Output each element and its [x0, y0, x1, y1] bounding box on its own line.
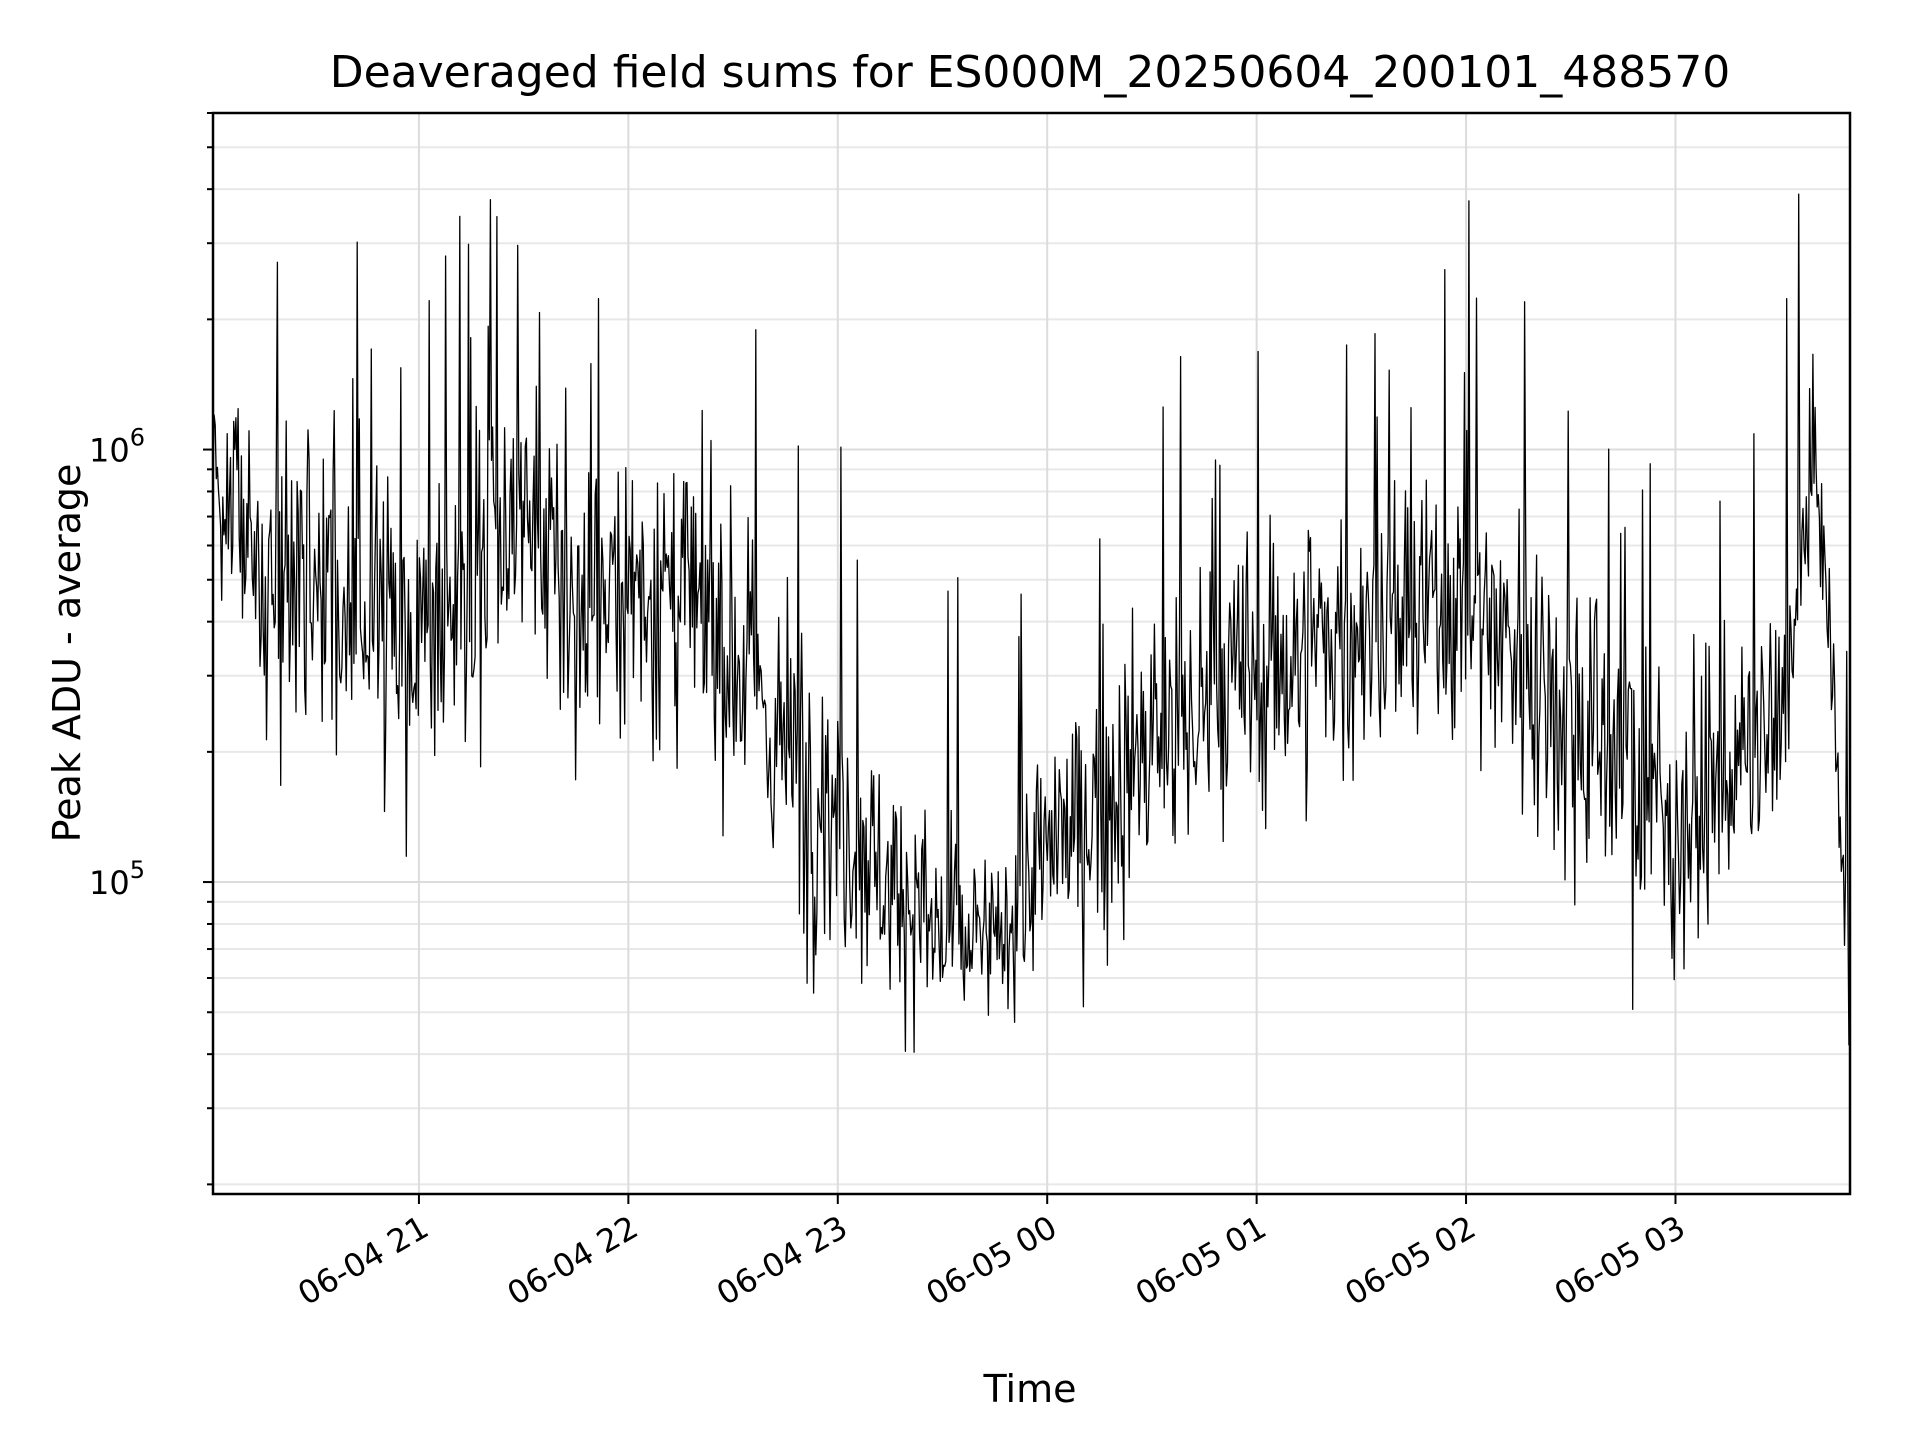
- x-tick-label: 06-04 21: [291, 1208, 435, 1313]
- series-line-group: [212, 193, 1851, 1053]
- x-tick-label: 06-05 00: [920, 1208, 1064, 1313]
- plot-frame: [211, 111, 1852, 1196]
- x-tick-label: 06-05 01: [1129, 1208, 1273, 1313]
- x-tick-label: 06-05 03: [1548, 1208, 1692, 1313]
- chart-title: Deaveraged field sums for ES000M_2025060…: [330, 47, 1731, 98]
- y-tick-label: 106: [89, 424, 145, 470]
- x-axis-label: Time: [983, 1367, 1077, 1411]
- x-axis: 06-04 21 06-04 22 06-04 23 06-05 00 06-05 01…: [291, 1194, 1691, 1313]
- y-axis-label: Peak ADU - average: [45, 464, 89, 843]
- x-tick-label: 06-05 02: [1338, 1208, 1482, 1313]
- series-line: [212, 193, 1851, 1053]
- y-axis: 105 106: [89, 112, 213, 1186]
- y-tick-label: 105: [89, 856, 145, 902]
- x-tick-label: 06-04 23: [710, 1208, 854, 1313]
- x-tick-label: 06-04 22: [501, 1208, 645, 1313]
